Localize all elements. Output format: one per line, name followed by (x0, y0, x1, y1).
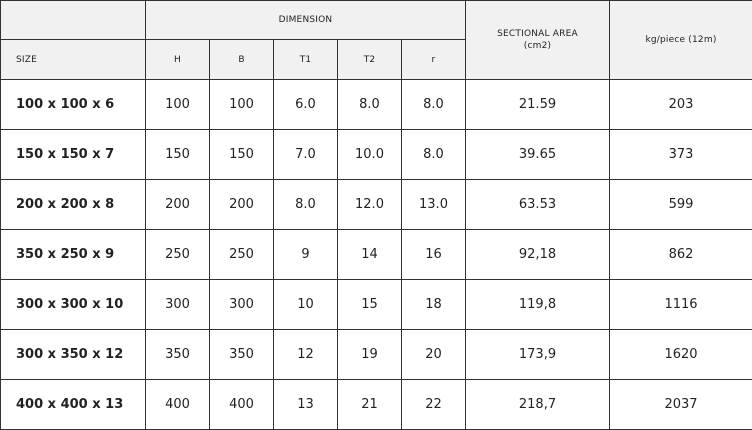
b-header: B (209, 39, 274, 80)
header-row-top: DIMENSION SECTIONAL AREA (cm2) kg/piece … (0, 0, 752, 80)
kg-cell: 1620 (609, 329, 752, 380)
sectional-area-header-line2: (cm2) (523, 41, 552, 51)
t2-cell: 12.0 (337, 179, 402, 230)
area-cell: 92,18 (465, 229, 610, 280)
table-row: 200 x 200 x 8 200 200 8.0 12.0 13.0 63.5… (0, 179, 752, 230)
r-cell: 16 (401, 229, 466, 280)
b-cell: 300 (209, 279, 274, 330)
b-cell: 100 (209, 79, 274, 130)
b-cell: 250 (209, 229, 274, 280)
h-cell: 150 (145, 129, 210, 180)
size-cell: 350 x 250 x 9 (0, 229, 146, 280)
dimension-header: DIMENSION (145, 0, 466, 40)
t1-cell: 8.0 (273, 179, 338, 230)
h-cell: 100 (145, 79, 210, 130)
h-cell: 300 (145, 279, 210, 330)
size-cell: 400 x 400 x 13 (0, 379, 146, 430)
size-cell: 100 x 100 x 6 (0, 79, 146, 130)
t1-cell: 12 (273, 329, 338, 380)
t2-cell: 19 (337, 329, 402, 380)
kg-cell: 862 (609, 229, 752, 280)
table-row: 350 x 250 x 9 250 250 9 14 16 92,18 862 (0, 229, 752, 280)
h-cell: 250 (145, 229, 210, 280)
table-body: 100 x 100 x 6 100 100 6.0 8.0 8.0 21.59 … (0, 79, 752, 430)
table-row: 300 x 300 x 10 300 300 10 15 18 119,8 11… (0, 279, 752, 330)
t1-cell: 9 (273, 229, 338, 280)
r-cell: 18 (401, 279, 466, 330)
t2-header: T2 (337, 39, 402, 80)
size-cell: 200 x 200 x 8 (0, 179, 146, 230)
kg-cell: 1116 (609, 279, 752, 330)
r-cell: 8.0 (401, 79, 466, 130)
sectional-area-header: SECTIONAL AREA (cm2) (465, 0, 610, 80)
t2-cell: 8.0 (337, 79, 402, 130)
t2-cell: 10.0 (337, 129, 402, 180)
kg-cell: 599 (609, 179, 752, 230)
b-cell: 200 (209, 179, 274, 230)
t1-cell: 7.0 (273, 129, 338, 180)
t2-cell: 14 (337, 229, 402, 280)
size-cell: 150 x 150 x 7 (0, 129, 146, 180)
h-cell: 350 (145, 329, 210, 380)
r-header: r (401, 39, 466, 80)
table-row: 400 x 400 x 13 400 400 13 21 22 218,7 20… (0, 379, 752, 430)
r-cell: 22 (401, 379, 466, 430)
sectional-area-header-line1: SECTIONAL AREA (497, 29, 578, 39)
area-cell: 173,9 (465, 329, 610, 380)
h-header: H (145, 39, 210, 80)
b-cell: 150 (209, 129, 274, 180)
t2-cell: 21 (337, 379, 402, 430)
area-cell: 119,8 (465, 279, 610, 330)
t1-cell: 10 (273, 279, 338, 330)
t1-header: T1 (273, 39, 338, 80)
b-cell: 400 (209, 379, 274, 430)
h-cell: 400 (145, 379, 210, 430)
area-cell: 218,7 (465, 379, 610, 430)
kg-per-piece-header: kg/piece (12m) (609, 0, 752, 80)
h-cell: 200 (145, 179, 210, 230)
r-cell: 8.0 (401, 129, 466, 180)
table-row: 300 x 350 x 12 350 350 12 19 20 173,9 16… (0, 329, 752, 380)
size-cell: 300 x 350 x 12 (0, 329, 146, 380)
kg-cell: 203 (609, 79, 752, 130)
b-cell: 350 (209, 329, 274, 380)
area-cell: 63.53 (465, 179, 610, 230)
t1-cell: 13 (273, 379, 338, 430)
r-cell: 20 (401, 329, 466, 380)
header-blank-cell (0, 0, 146, 40)
table-row: 150 x 150 x 7 150 150 7.0 10.0 8.0 39.65… (0, 129, 752, 180)
kg-cell: 373 (609, 129, 752, 180)
area-cell: 21.59 (465, 79, 610, 130)
r-cell: 13.0 (401, 179, 466, 230)
header-row-bottom: SIZE H B T1 T2 r (0, 39, 752, 80)
kg-cell: 2037 (609, 379, 752, 430)
t2-cell: 15 (337, 279, 402, 330)
table-header: DIMENSION SECTIONAL AREA (cm2) kg/piece … (0, 0, 752, 80)
t1-cell: 6.0 (273, 79, 338, 130)
table-row: 100 x 100 x 6 100 100 6.0 8.0 8.0 21.59 … (0, 79, 752, 130)
size-header: SIZE (0, 39, 146, 80)
area-cell: 39.65 (465, 129, 610, 180)
size-cell: 300 x 300 x 10 (0, 279, 146, 330)
